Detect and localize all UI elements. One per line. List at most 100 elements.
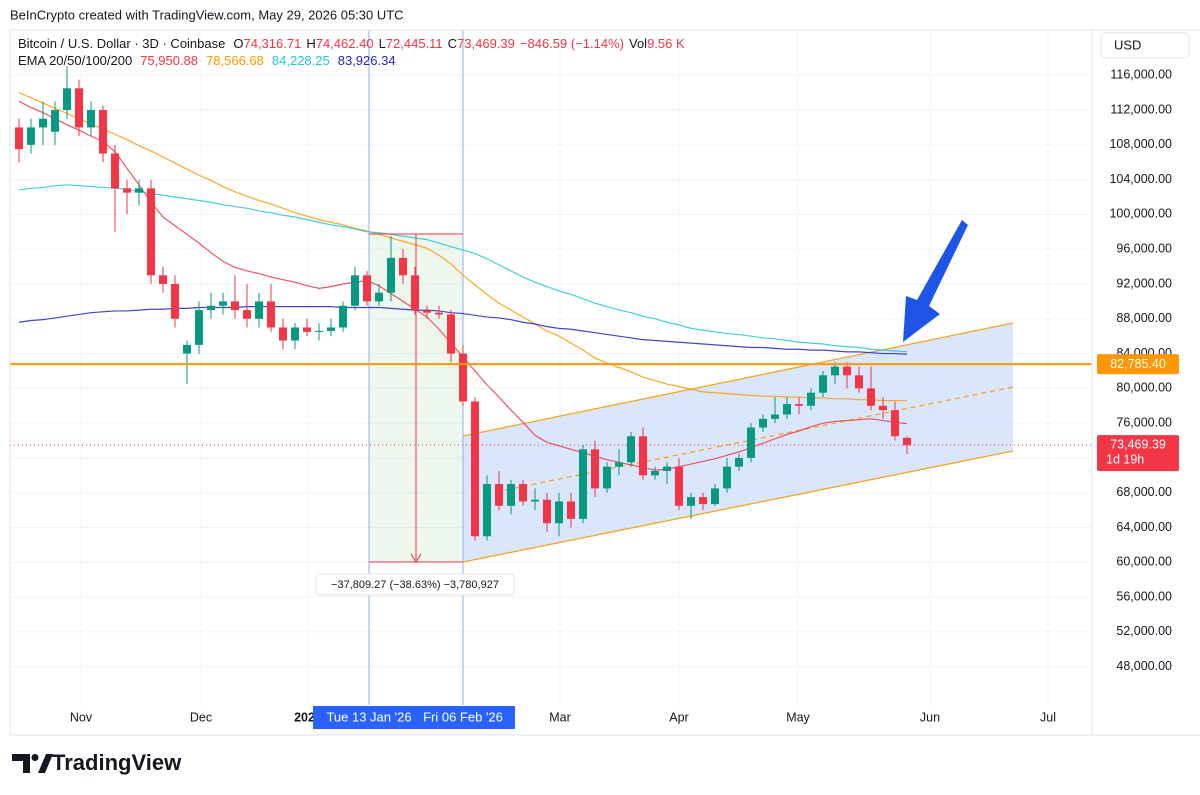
candle-body [519, 484, 527, 502]
last-price-label: 73,469.39 [1110, 437, 1166, 451]
ohlc-key: C [448, 36, 457, 51]
candle-body [771, 414, 779, 419]
brand: TradingView [52, 750, 182, 775]
candle-body [279, 327, 287, 341]
candle-body [855, 375, 863, 389]
y-tick-label: 60,000.00 [1116, 555, 1172, 569]
ema-line [18, 306, 908, 355]
channel-upper [462, 322, 1014, 437]
candle-body [567, 501, 575, 519]
y-tick-label: 48,000.00 [1116, 659, 1172, 673]
y-tick-label: 108,000.00 [1109, 137, 1172, 151]
x-tick-label: Jul [1040, 710, 1056, 724]
x-tick-label: May [786, 710, 810, 724]
candle-body [735, 457, 743, 467]
candle-body [843, 366, 851, 376]
x-tick-label: Mar [549, 710, 571, 724]
ohlc-key: H [306, 36, 315, 51]
level-price-box [1097, 354, 1179, 375]
y-tick-label: 96,000.00 [1116, 241, 1172, 255]
candle-body [471, 401, 479, 537]
candle-body [303, 327, 311, 332]
candle-body [447, 314, 455, 354]
candle-body [903, 437, 911, 446]
annotation-arrow [903, 220, 968, 342]
candle-body [411, 275, 419, 311]
ohlc-key: O [233, 36, 243, 51]
candle-body [219, 301, 227, 306]
logo-dot [31, 754, 39, 761]
symbol: Bitcoin / U.S. Dollar · 3D · Coinbase [18, 36, 225, 51]
y-tick-label: 80,000.00 [1116, 381, 1172, 395]
candle-body [339, 305, 347, 328]
y-tick-label: 56,000.00 [1116, 589, 1172, 603]
crosshair-date: Tue 13 Jan '26 [326, 709, 411, 724]
candle-body [387, 257, 395, 293]
candle-body [63, 88, 71, 111]
candle-body [867, 388, 875, 406]
last-price-box [1097, 435, 1179, 472]
candle-body [759, 418, 767, 428]
candle-body [399, 257, 407, 276]
measure-arrowhead [410, 553, 422, 563]
candle-body [459, 353, 467, 402]
logo-mark [38, 754, 53, 773]
candle-body [555, 501, 563, 524]
candle-body [663, 466, 671, 472]
candle-body [711, 488, 719, 505]
volume-key: Vol [629, 36, 647, 51]
x-tick-label: Jun [920, 710, 940, 724]
currency-box [1100, 32, 1190, 59]
candle-body [507, 484, 515, 506]
candle-body [639, 436, 647, 476]
candle-body [135, 188, 143, 193]
logo-mark [12, 754, 30, 773]
candle-body [591, 449, 599, 489]
candle-body [831, 366, 839, 376]
candle-body [627, 436, 635, 463]
indicator-value: 78,566.68 [206, 53, 264, 68]
axis: 48,000.00 52,000.00 56,000.00 60,000.00 64,0… [70, 68, 1179, 729]
y-tick-label: 104,000.00 [1109, 172, 1172, 186]
legend-symbol-line: Bitcoin / U.S. Dollar · 3D · Coinbase O74… [18, 36, 685, 51]
crosshair-date: Fri 06 Feb '26 [423, 709, 503, 724]
candle-body [99, 110, 107, 154]
ema-line [18, 92, 908, 402]
candle-body [807, 392, 815, 406]
candle-body [243, 310, 251, 319]
candle-body [879, 405, 887, 411]
candle-body [747, 427, 755, 458]
candle-body [51, 110, 59, 132]
measure-box [315, 573, 515, 596]
candle-body [483, 484, 491, 537]
ohlc-value: 74,316.71 [243, 36, 301, 51]
candle-body [159, 275, 167, 284]
candle-body [495, 484, 503, 506]
candle-body [87, 110, 95, 128]
y-tick-label: 112,000.00 [1110, 102, 1172, 116]
candle-body [39, 118, 47, 128]
y-tick-label: 64,000.00 [1116, 520, 1172, 534]
y-tick-label: 52,000.00 [1116, 624, 1172, 638]
x-tick-label: Nov [70, 710, 93, 724]
ohlc-value: 73,469.39 [457, 36, 515, 51]
y-tick-label: 92,000.00 [1116, 276, 1172, 290]
candle-body [651, 471, 659, 476]
ohlc-value: 72,445.11 [386, 36, 443, 51]
candle-body [231, 301, 239, 311]
indicator-value: 84,228.25 [272, 53, 330, 68]
candle-body [327, 327, 335, 331]
currency: USD [1114, 37, 1141, 52]
candle-body [795, 404, 803, 406]
candle-body [111, 153, 119, 189]
candle-body [267, 301, 275, 328]
candle-body [255, 301, 263, 319]
countdown-label: 1d 19h [1106, 452, 1144, 466]
y-tick-label: 68,000.00 [1116, 485, 1172, 499]
overlay [10, 363, 1092, 446]
candle-body [531, 499, 539, 502]
candle-body [891, 410, 899, 437]
legend-indicator-line: EMA 20/50/100/200 75,950.88 78,566.68 84,22… [18, 53, 396, 68]
